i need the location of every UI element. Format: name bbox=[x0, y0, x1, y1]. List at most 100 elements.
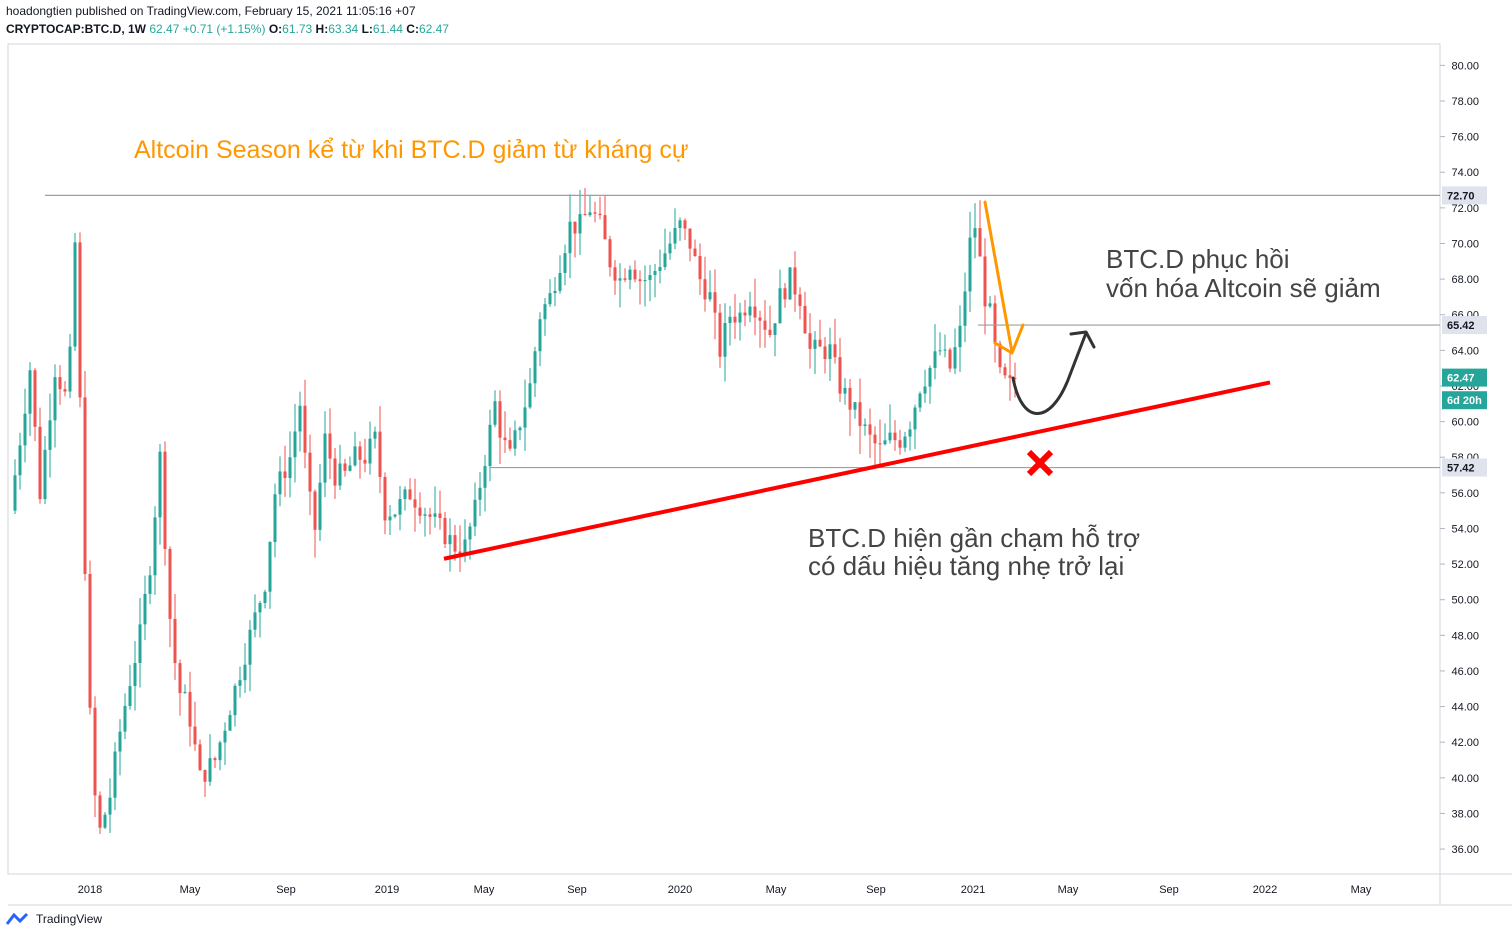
candle-body bbox=[228, 715, 232, 731]
candle-body bbox=[438, 513, 442, 518]
price-change: +0.71 (+1.15%) bbox=[182, 22, 266, 36]
candle-body bbox=[198, 744, 202, 771]
candle-body bbox=[908, 429, 912, 437]
price-tick-label: 68.00 bbox=[1451, 274, 1479, 286]
candle-body bbox=[548, 293, 552, 305]
candle-body bbox=[978, 228, 982, 257]
black-rebound-arrow[interactable] bbox=[1011, 330, 1096, 415]
candle-body bbox=[398, 499, 402, 515]
candle-body bbox=[353, 446, 357, 466]
candle-body bbox=[163, 451, 167, 549]
candle-body bbox=[143, 593, 147, 625]
orange-down-arrow[interactable] bbox=[983, 200, 1025, 355]
candle-body bbox=[73, 242, 77, 347]
last-price: 62.47 bbox=[149, 22, 180, 36]
candle-body bbox=[933, 351, 937, 368]
candles bbox=[13, 188, 1017, 835]
annotation-btc-recovery: BTC.D phục hồi bbox=[1106, 244, 1290, 274]
candle-body bbox=[928, 367, 932, 387]
candle-body bbox=[633, 269, 637, 280]
tradingview-brand: TradingView bbox=[36, 912, 103, 926]
candle-body bbox=[308, 452, 312, 492]
candle-body bbox=[773, 323, 777, 335]
candle-body bbox=[938, 350, 942, 352]
candle-body bbox=[823, 346, 827, 360]
candle-body bbox=[993, 303, 997, 344]
price-tick-label: 42.00 bbox=[1451, 737, 1479, 749]
candle-body bbox=[638, 279, 642, 282]
candle-body bbox=[868, 424, 872, 435]
candle-body bbox=[128, 686, 132, 706]
price-tick-label: 40.00 bbox=[1451, 773, 1479, 785]
candle-body bbox=[18, 445, 22, 476]
candle-body bbox=[98, 795, 102, 828]
red-x-marker[interactable] bbox=[1026, 449, 1054, 477]
candle-body bbox=[378, 431, 382, 477]
price-tick-label: 64.00 bbox=[1451, 345, 1479, 357]
candle-body bbox=[63, 389, 67, 392]
price-tick-label: 46.00 bbox=[1451, 666, 1479, 678]
candle-body bbox=[488, 424, 492, 467]
candle-body bbox=[568, 221, 572, 254]
candle-body bbox=[433, 513, 437, 517]
candle-body bbox=[988, 303, 992, 307]
candle-body bbox=[533, 351, 537, 384]
price-label-box bbox=[1442, 391, 1487, 410]
support-trendline[interactable] bbox=[443, 380, 1271, 561]
candle-body bbox=[468, 526, 472, 540]
candle-body bbox=[453, 535, 457, 552]
time-tick-label: May bbox=[766, 884, 787, 896]
candle-body bbox=[528, 383, 532, 408]
candle-body bbox=[643, 280, 647, 282]
open-value: 61.73 bbox=[282, 22, 313, 36]
annotation-altcoin-cap-down: vốn hóa Altcoin sẽ giảm bbox=[1106, 273, 1381, 303]
candle-body bbox=[618, 278, 622, 281]
candle-body bbox=[28, 370, 32, 414]
time-tick-label: Sep bbox=[1159, 884, 1179, 896]
candle-body bbox=[498, 401, 502, 438]
price-tick-label: 74.00 bbox=[1451, 167, 1479, 179]
candle-body bbox=[788, 267, 792, 300]
candle-body bbox=[658, 267, 662, 272]
candle-body bbox=[913, 407, 917, 430]
open-label: O: bbox=[268, 22, 283, 36]
price-tick-label: 38.00 bbox=[1451, 808, 1479, 820]
candle-body bbox=[718, 312, 722, 357]
low-value: 61.44 bbox=[372, 22, 403, 36]
candle-body bbox=[283, 471, 287, 479]
candle-body bbox=[263, 591, 267, 604]
time-axis: 2018 May Sep 2019 May Sep 2020 May Sep 2021 May Sep… bbox=[78, 884, 1372, 896]
candle-body bbox=[738, 312, 742, 323]
candle-body bbox=[603, 215, 607, 240]
tradingview-footer[interactable]: TradingView bbox=[6, 912, 102, 926]
candle-body bbox=[778, 288, 782, 324]
price-label-box bbox=[1442, 368, 1487, 387]
candle-body bbox=[118, 731, 122, 752]
candle-body bbox=[628, 269, 632, 280]
candle-body bbox=[513, 430, 517, 449]
publish-line: hoadongtien published on TradingView.com… bbox=[6, 4, 416, 18]
candle-body bbox=[623, 278, 627, 280]
candle-body bbox=[608, 239, 612, 268]
candle-body bbox=[103, 814, 107, 828]
candle-body bbox=[828, 344, 832, 360]
candle-body bbox=[458, 551, 462, 555]
candle-body bbox=[818, 339, 822, 347]
price-label-box bbox=[1442, 186, 1487, 205]
price-tick-label: 76.00 bbox=[1451, 132, 1479, 144]
candle-body bbox=[703, 279, 707, 300]
candle-body bbox=[53, 377, 57, 421]
ohlc-legend: CRYPTOCAP:BTC.D, 1W 62.47 +0.71 (+1.15%)… bbox=[6, 22, 449, 36]
price-tick-label: 70.00 bbox=[1451, 238, 1479, 250]
candle-body bbox=[303, 405, 307, 453]
candle-body bbox=[363, 459, 367, 464]
candle-body bbox=[948, 349, 952, 369]
candle-body bbox=[518, 427, 522, 431]
time-tick-label: May bbox=[180, 884, 201, 896]
horizontal-levels bbox=[45, 194, 1440, 469]
symbol-label[interactable]: CRYPTOCAP:BTC.D, 1W bbox=[6, 22, 147, 36]
candle-body bbox=[23, 413, 27, 446]
time-tick-label: 2021 bbox=[961, 884, 985, 896]
candle-body bbox=[273, 494, 277, 542]
